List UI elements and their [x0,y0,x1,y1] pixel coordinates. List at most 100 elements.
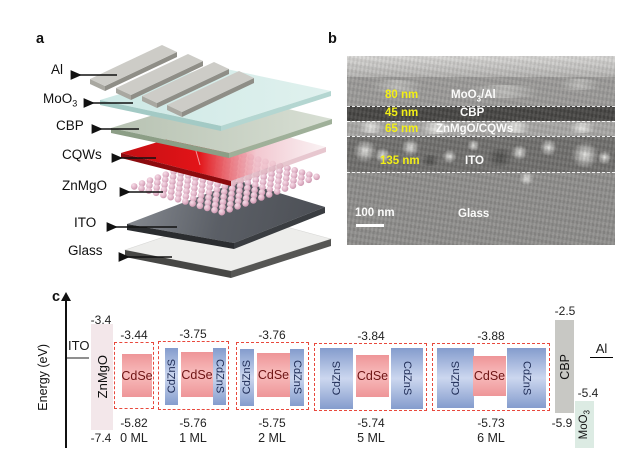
al-level-label: Al [590,341,613,358]
sem-texture [355,122,387,133]
sem-label-glass: Glass [458,208,490,220]
layer-label-cqws: CQWs [62,147,102,162]
znmgo-vb-value: -7.4 [90,431,112,445]
thickness-65nm: 65 nm [385,123,419,135]
qw0-ml-label: 0 ML [120,431,148,445]
qw2-ml-label: 2 ML [258,431,286,445]
sem-texture [467,140,480,151]
sem-image: 80 nm MoO3/Al 45 nm CBP 65 nm ZnMgO/CQWs… [347,56,615,245]
znmgo-band-bar: ZnMgO [91,324,113,430]
sem-texture [597,151,612,164]
sem-texture [353,140,377,162]
sem-boundary-line [347,121,615,122]
ito-level-label: ITO [68,338,90,353]
layer-label-moo3: MoO3 [43,91,78,109]
cdzns-shell: CdZnS [391,348,423,409]
sem-layer-ito [347,136,615,172]
layer-label-cbp: CBP [56,118,84,133]
sem-texture [415,123,457,134]
qw1-vb-value: -5.76 [179,416,207,430]
qw-structure-2ml: CdZnS CdSe CdZnS [236,342,309,410]
panel-c-label: c [52,289,61,305]
qw2-cb-value: -3.76 [258,328,286,342]
sem-layer-glass [347,172,615,245]
qw3-cb-value: -3.84 [357,329,385,343]
cdzns-shell: CdZnS [240,349,254,406]
qw4-vb-value: -5.73 [477,416,505,430]
cdzns-shell: CdZnS [437,348,474,408]
energy-axis-label: Energy (eV) [36,344,50,411]
cbp-homo-value: -2.5 [554,304,576,318]
sem-layer-cbp [347,106,615,121]
thickness-45nm: 45 nm [385,107,419,119]
scale-bar [356,224,384,227]
moo3-level-value: -5.4 [577,386,599,400]
layer-label-ito: ITO [74,215,97,230]
cbp-lumo-value: -5.9 [551,416,573,430]
znmgo-cb-value: -3.4 [90,313,112,327]
energy-axis-arrow-icon [61,292,71,301]
scale-bar-label: 100 nm [355,207,395,219]
cdzns-shell: CdZnS [507,348,546,408]
qw4-cb-value: -3.88 [477,329,505,343]
layer-label-znmgo: ZnMgO [62,178,108,193]
layer-pointer-arrows [70,70,177,262]
layer-label-al: Al [51,62,64,77]
cdse-core: CdSe [356,355,389,397]
cdse-core: CdSe [121,354,153,397]
sem-texture [419,155,441,166]
qw-structure-6ml: CdZnS CdSe CdZnS [432,343,550,411]
sem-boundary-line [347,106,615,107]
sem-layer-znmgo-cqws [347,121,615,136]
sem-texture [571,142,599,168]
cbp-band-bar: CBP [555,320,574,413]
qw4-ml-label: 6 ML [477,431,505,445]
sem-texture [457,85,552,98]
cdse-core: CdSe [473,356,506,396]
qw1-cb-value: -3.75 [179,327,207,341]
panel-b-label: b [328,31,337,47]
sem-texture [519,172,534,185]
sem-texture [484,149,516,166]
cdzns-shell: CdZnS [320,348,353,409]
sem-texture [442,150,457,163]
cdzns-shell: CdZnS [290,349,304,406]
sem-texture [541,138,556,157]
qw-structure-0ml: CdSe [114,342,154,409]
qw-structure-5ml: CdZnS CdSe CdZnS [314,343,427,411]
sem-top-surface [347,56,615,77]
cdzns-shell: CdZnS [213,348,226,405]
cdse-core: CdSe [181,352,213,397]
qw1-ml-label: 1 ML [179,431,207,445]
qw2-vb-value: -5.75 [258,416,286,430]
qw0-cb-value: -3.44 [120,328,148,342]
qw3-ml-label: 5 ML [357,431,385,445]
sem-boundary-line [347,136,615,137]
sem-texture [362,80,432,92]
sem-label-cbp: CBP [460,107,485,119]
moo3-band-bar: MoO3 [575,401,594,448]
cdse-core: CdSe [257,353,290,397]
sem-boundary-line [347,172,615,173]
sem-texture [552,79,607,90]
sem-texture [374,148,391,163]
thickness-135nm: 135 nm [380,155,420,167]
sem-texture [565,123,599,133]
cdzns-shell: CdZnS [165,348,178,405]
panel-a-label: a [36,31,45,47]
energy-axis [65,300,67,448]
qw-structure-1ml: CdZnS CdSe CdZnS [158,341,229,410]
sem-texture [497,122,535,133]
qw0-vb-value: -5.82 [120,416,148,430]
ito-level-line [67,357,89,359]
sem-label-znmgo-cqws: ZnMgO/CQWs [436,123,514,135]
sem-label-moo3-al: MoO3/Al [451,89,496,104]
al-electrode-bars [90,45,254,117]
sem-label-ito: ITO [465,155,484,167]
thickness-80nm: 80 nm [385,89,419,101]
sem-texture [401,139,420,156]
qw3-vb-value: -5.74 [357,416,385,430]
sem-grain-overlay [347,56,615,245]
layer-label-glass: Glass [68,243,103,258]
